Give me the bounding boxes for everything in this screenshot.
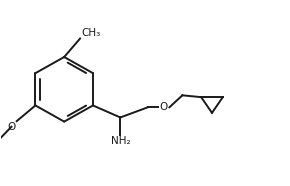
Text: CH₃: CH₃ [81, 28, 101, 38]
Text: O: O [7, 122, 16, 132]
Text: O: O [160, 102, 168, 112]
Text: NH₂: NH₂ [110, 137, 130, 147]
